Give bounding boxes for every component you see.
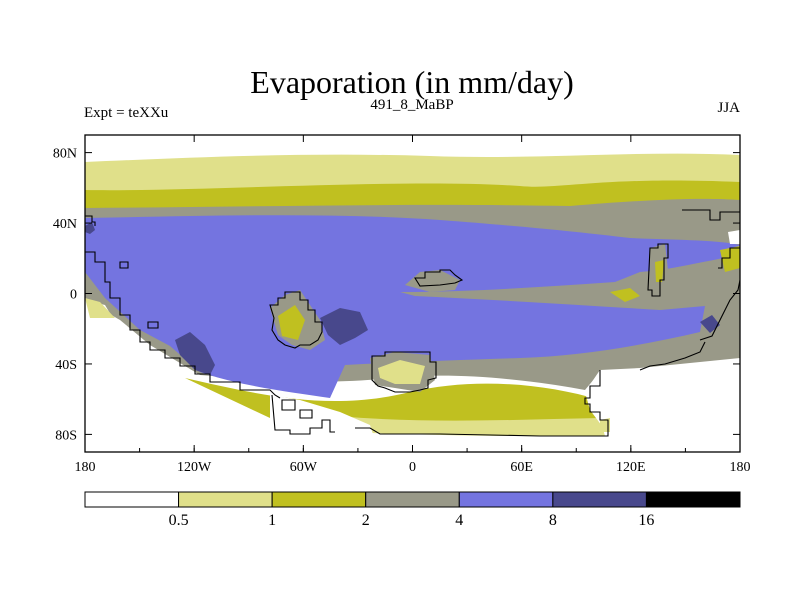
coast-small2 — [147, 321, 159, 329]
colorbar-segment — [645, 491, 741, 508]
field-west-yellow-edge — [85, 298, 115, 318]
coast-south-america — [269, 291, 323, 349]
x-tick-label: 180 — [75, 460, 96, 475]
colorbar-segment — [458, 491, 554, 508]
x-tick-label: 120E — [616, 460, 646, 475]
field-blue — [85, 215, 740, 398]
field-continent-africa-inner — [378, 360, 425, 384]
field-east-white — [728, 230, 740, 244]
x-tick-label: 120W — [177, 460, 212, 475]
field-darkblue-atlantic — [320, 308, 368, 345]
coast-east-right — [699, 279, 740, 341]
evaporation-field — [85, 135, 740, 452]
y-tick-label: 80N — [53, 147, 77, 162]
colorbar: 0.5 1 2 4 8 16 — [84, 491, 741, 529]
coast-island — [414, 269, 464, 287]
coast-east-right-lower — [639, 341, 706, 371]
coast-east-top — [682, 209, 740, 221]
field-south-light — [300, 412, 605, 437]
coast-east-strip — [718, 247, 740, 269]
coast-north-left — [85, 215, 96, 226]
y-tick-label: 40N — [53, 217, 77, 232]
field-yellow-islet — [610, 288, 640, 302]
colorbar-label: 0.5 — [169, 512, 189, 529]
x-tick-label: 0 — [409, 460, 416, 475]
coastlines — [85, 209, 740, 437]
experiment-label: Expt = teXXu — [84, 105, 169, 121]
y-axis: 80N 40N 0 40S 80S — [53, 147, 740, 443]
chart-title: Evaporation (in mm/day) — [250, 64, 573, 100]
colorbar-segment — [178, 491, 273, 508]
field-gray-island — [405, 270, 460, 292]
coast-africa — [371, 351, 437, 393]
colorbar-segment — [552, 491, 647, 508]
coast-east — [647, 243, 669, 297]
coast-antarctic-box1 — [281, 399, 296, 411]
coast-small1 — [119, 261, 129, 269]
period-label: 491_8_MaBP — [370, 97, 453, 113]
y-tick-label: 0 — [70, 288, 77, 303]
x-tick-label: 60W — [290, 460, 318, 475]
field-darkblue-indian — [700, 315, 720, 333]
field-darkblue-west — [85, 222, 95, 234]
season-label: JJA — [717, 100, 740, 116]
colorbar-label: 2 — [362, 512, 370, 529]
y-tick-label: 80S — [55, 428, 77, 443]
field-continent-east-inner — [655, 260, 664, 282]
colorbar-segment — [84, 491, 180, 508]
colorbar-label: 16 — [638, 512, 654, 529]
y-tick-label: 40S — [55, 358, 77, 373]
colorbar-label: 1 — [268, 512, 276, 529]
x-tick-label: 180 — [730, 460, 751, 475]
coast-antarctic-box2 — [299, 409, 313, 419]
field-antarctic-white — [270, 395, 375, 440]
colorbar-segment — [365, 491, 460, 508]
x-axis: 180 120W 60W 0 60E 120E 180 — [75, 135, 751, 475]
colorbar-label: 8 — [549, 512, 557, 529]
field-continent-south-america-inner — [278, 305, 305, 340]
colorbar-segment — [271, 491, 367, 508]
x-tick-label: 60E — [510, 460, 533, 475]
field-south-white-right — [585, 358, 740, 452]
coast-south-east — [355, 370, 609, 437]
coast-antarctic-west — [271, 394, 335, 435]
field-south-white-left — [85, 300, 185, 378]
coast-west-america — [85, 251, 281, 399]
field-east-strip — [720, 246, 740, 272]
colorbar-label: 4 — [455, 512, 463, 529]
field-darkblue-pacific — [175, 332, 215, 375]
